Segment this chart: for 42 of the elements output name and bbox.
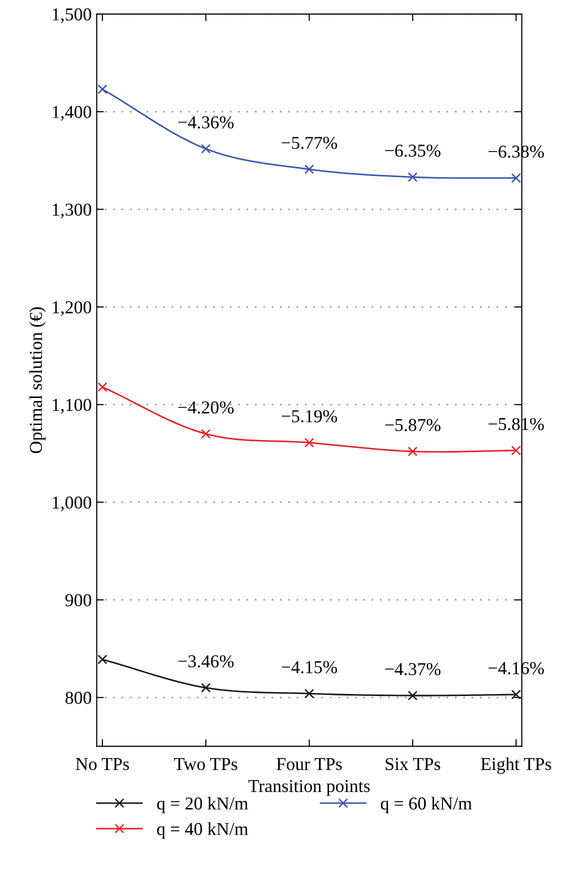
point (511, 446, 521, 456)
point (408, 172, 418, 182)
point (304, 164, 314, 174)
y-tick-label: 1,500 (52, 8, 92, 24)
point (408, 690, 418, 700)
annotation: −4.37% (385, 663, 440, 676)
point (511, 690, 521, 700)
point (200, 682, 211, 693)
x-tick-label: No TPs (76, 758, 129, 770)
y-tick-label: 1,000 (52, 496, 92, 512)
x-tick-label: Four TPs (276, 758, 342, 770)
x-axis-title: Transition points (248, 780, 370, 796)
point (98, 654, 108, 664)
legend-label: q = 20 kN/m (157, 796, 248, 814)
y-tick-label: 1,300 (52, 204, 92, 218)
y-tick-label: 800 (65, 692, 92, 704)
point (200, 144, 211, 154)
annotation: −4.15% (282, 661, 338, 674)
annotation: −4.36% (178, 116, 234, 129)
annotation: −6.35% (385, 144, 440, 157)
x-tick-label: Eight TPs (480, 757, 552, 774)
y-tick-label: 900 (65, 594, 92, 606)
annotation: −5.77% (282, 136, 338, 150)
point (98, 382, 108, 392)
point (408, 446, 418, 456)
y-tick-label: 1,200 (52, 301, 92, 316)
annotation: −4.20% (178, 401, 234, 414)
y-tick-label: 1,100 (52, 398, 92, 414)
y-tick-label: 1,400 (52, 106, 92, 121)
point (304, 688, 314, 698)
point (304, 438, 314, 448)
x-tick-label: Two TPs (174, 758, 238, 770)
point (98, 84, 108, 94)
point (511, 173, 521, 183)
annotation: −5.87% (385, 418, 440, 432)
point (200, 429, 211, 439)
x-tick-label: Six TPs (386, 758, 440, 770)
annotation: −3.46% (178, 655, 234, 668)
legend-label: q = 40 kN/m (157, 822, 248, 839)
legend-label: q = 60 kN/m (380, 796, 472, 814)
y-axis-title: Optimal solution (€) (29, 307, 46, 454)
annotation: −5.19% (282, 410, 338, 422)
